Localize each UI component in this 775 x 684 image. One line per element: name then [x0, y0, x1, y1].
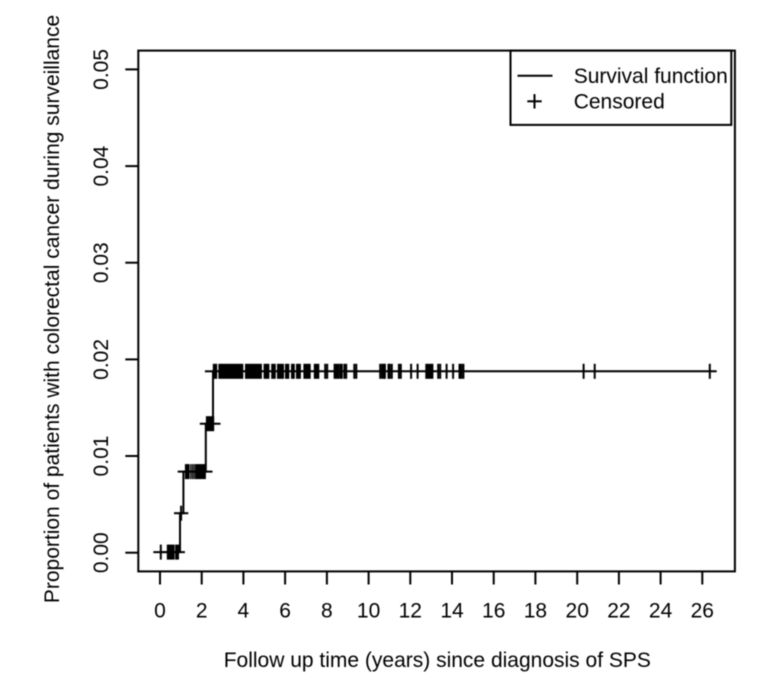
svg-text:8: 8: [321, 599, 333, 622]
svg-text:0.05: 0.05: [90, 49, 113, 90]
svg-text:22: 22: [607, 599, 630, 622]
svg-text:Censored: Censored: [574, 91, 665, 114]
svg-text:0.00: 0.00: [90, 532, 113, 573]
svg-text:Proportion of patients with co: Proportion of patients with colorectal c…: [41, 15, 64, 603]
svg-text:0: 0: [154, 599, 166, 622]
svg-text:6: 6: [279, 599, 291, 622]
svg-text:4: 4: [238, 599, 250, 622]
svg-text:Survival function: Survival function: [574, 65, 728, 88]
svg-text:0.01: 0.01: [90, 436, 113, 477]
svg-text:12: 12: [399, 599, 422, 622]
svg-text:10: 10: [357, 599, 380, 622]
svg-text:24: 24: [649, 599, 673, 622]
svg-text:16: 16: [482, 599, 505, 622]
svg-text:0.03: 0.03: [90, 242, 113, 283]
svg-text:0.02: 0.02: [90, 339, 113, 380]
svg-text:Follow up time (years) since d: Follow up time (years) since diagnosis o…: [224, 649, 651, 672]
svg-text:18: 18: [524, 599, 547, 622]
svg-text:20: 20: [566, 599, 589, 622]
svg-text:0.04: 0.04: [90, 145, 113, 186]
svg-text:14: 14: [440, 599, 464, 622]
svg-text:26: 26: [691, 599, 714, 622]
svg-text:2: 2: [196, 599, 208, 622]
